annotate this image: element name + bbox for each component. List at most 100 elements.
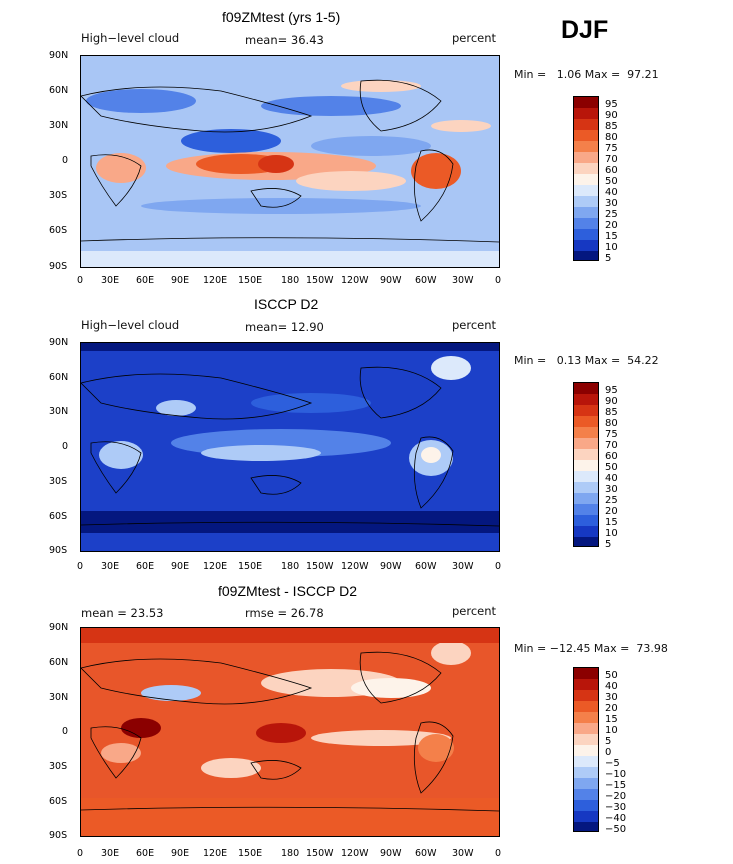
- lon-tick-label: 120E: [203, 275, 228, 286]
- colorbar-label: 30: [605, 692, 618, 703]
- panel-1-colorbar: [573, 96, 599, 261]
- panel-1-stat: mean= 36.43: [245, 33, 324, 47]
- colorbar-label: −5: [605, 758, 620, 769]
- lat-tick-label: 0: [62, 155, 69, 166]
- lon-tick-label: 90E: [171, 848, 190, 859]
- panel-2-units: percent: [452, 318, 497, 332]
- panel-2-map-plot: [80, 343, 500, 551]
- colorbar-label: −15: [605, 780, 627, 791]
- lat-tick-label: 60S: [49, 511, 68, 522]
- colorbar-label: 15: [605, 714, 618, 725]
- lon-tick-label: 30E: [101, 561, 120, 572]
- lon-tick-label: 120E: [203, 848, 228, 859]
- lat-tick-label: 30S: [49, 761, 68, 772]
- lon-tick-label: 0: [495, 275, 502, 286]
- colorbar-label: 40: [605, 473, 618, 484]
- colorbar-label: 0: [605, 747, 612, 758]
- colorbar-label: 70: [605, 440, 618, 451]
- lon-tick-label: 30E: [101, 848, 120, 859]
- lat-tick-label: 30N: [49, 120, 69, 131]
- lat-tick-label: 60N: [49, 85, 69, 96]
- lon-tick-label: 150W: [306, 848, 334, 859]
- colorbar-label: 60: [605, 165, 618, 176]
- lon-tick-label: 120W: [341, 561, 369, 572]
- colorbar-label: 40: [605, 187, 618, 198]
- lon-tick-label: 90W: [380, 848, 402, 859]
- colorbar-label: −40: [605, 813, 627, 824]
- lat-tick-label: 90N: [49, 622, 69, 633]
- lon-tick-label: 120W: [341, 275, 369, 286]
- lat-tick-label: 60S: [49, 225, 68, 236]
- panel-1-title: f09ZMtest (yrs 1-5): [222, 9, 341, 25]
- colorbar-label: −30: [605, 802, 627, 813]
- colorbar-label: 90: [605, 110, 618, 121]
- panel-3-rmse: rmse = 26.78: [245, 606, 324, 620]
- colorbar-label: 5: [605, 253, 612, 264]
- colorbar-label: 85: [605, 121, 618, 132]
- lon-tick-label: 60E: [136, 561, 155, 572]
- colorbar-label: 70: [605, 154, 618, 165]
- colorbar-label: −20: [605, 791, 627, 802]
- lat-tick-label: 30N: [49, 692, 69, 703]
- colorbar-label: 50: [605, 670, 618, 681]
- lon-tick-label: 180: [281, 275, 300, 286]
- lat-tick-label: 90S: [49, 830, 68, 841]
- panel-2-stat: mean= 12.90: [245, 320, 324, 334]
- colorbar-label: 20: [605, 703, 618, 714]
- lon-tick-label: 150E: [238, 561, 263, 572]
- panel-2-title: ISCCP D2: [254, 296, 319, 312]
- colorbar-label: 95: [605, 385, 618, 396]
- panel-3-colorbar: [573, 667, 599, 832]
- panel-1-minmax: Min = 1.06 Max = 97.21: [514, 68, 659, 81]
- lat-tick-label: 0: [62, 726, 69, 737]
- lon-tick-label: 0: [77, 275, 84, 286]
- colorbar-label: 90: [605, 396, 618, 407]
- lon-tick-label: 150E: [238, 275, 263, 286]
- panel-1-map-plot: [80, 56, 500, 267]
- lon-tick-label: 30W: [452, 561, 474, 572]
- lon-tick-label: 180: [281, 848, 300, 859]
- lon-tick-label: 30E: [101, 275, 120, 286]
- lat-tick-label: 60S: [49, 796, 68, 807]
- panel-1-map: [80, 55, 500, 268]
- season-label: DJF: [561, 16, 609, 44]
- lon-tick-label: 90W: [380, 275, 402, 286]
- lon-tick-label: 0: [77, 848, 84, 859]
- colorbar-label: 5: [605, 539, 612, 550]
- panel-1-field: High−level cloud: [81, 31, 180, 45]
- colorbar-label: −50: [605, 824, 627, 835]
- panel-3-title: f09ZMtest - ISCCP D2: [218, 583, 358, 599]
- lon-tick-label: 90W: [380, 561, 402, 572]
- lon-tick-label: 120W: [341, 848, 369, 859]
- panel-3-minmax: Min = −12.45 Max = 73.98: [514, 642, 668, 655]
- colorbar-label: −10: [605, 769, 627, 780]
- panel-3-units: percent: [452, 604, 497, 618]
- lon-tick-label: 30W: [452, 275, 474, 286]
- panel-1-units: percent: [452, 31, 497, 45]
- lon-tick-label: 150W: [306, 275, 334, 286]
- lon-tick-label: 60W: [415, 275, 437, 286]
- lat-tick-label: 30S: [49, 190, 68, 201]
- lon-tick-label: 0: [495, 561, 502, 572]
- lat-tick-label: 60N: [49, 372, 69, 383]
- colorbar-label: 10: [605, 725, 618, 736]
- colorbar-label: 5: [605, 736, 612, 747]
- colorbar-label: 10: [605, 242, 618, 253]
- colorbar-label: 20: [605, 220, 618, 231]
- colorbar-label: 60: [605, 451, 618, 462]
- lat-tick-label: 90N: [49, 337, 69, 348]
- panel-3-mean: mean = 23.53: [81, 606, 164, 620]
- colorbar-label: 15: [605, 517, 618, 528]
- lon-tick-label: 60E: [136, 275, 155, 286]
- panel-3-map: [80, 627, 500, 837]
- colorbar-label: 95: [605, 99, 618, 110]
- lon-tick-label: 150E: [238, 848, 263, 859]
- lon-tick-label: 60E: [136, 848, 155, 859]
- colorbar-label: 85: [605, 407, 618, 418]
- colorbar-label: 50: [605, 462, 618, 473]
- lon-tick-label: 90E: [171, 275, 190, 286]
- lon-tick-label: 0: [495, 848, 502, 859]
- panel-2-minmax: Min = 0.13 Max = 54.22: [514, 354, 659, 367]
- lon-tick-label: 150W: [306, 561, 334, 572]
- lon-tick-label: 180: [281, 561, 300, 572]
